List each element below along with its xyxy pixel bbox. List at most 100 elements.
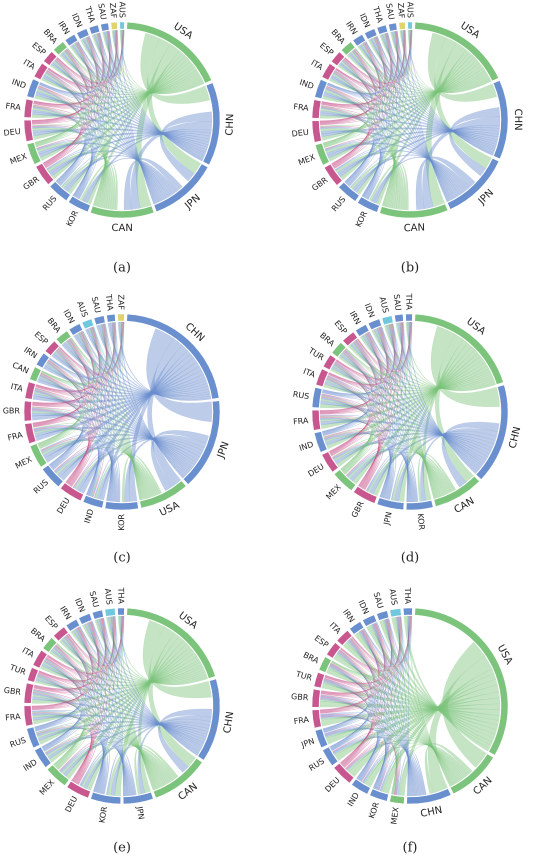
node-arc	[76, 28, 90, 40]
chord	[65, 341, 145, 500]
chord	[329, 323, 395, 453]
chord	[140, 32, 210, 104]
chord	[31, 409, 115, 502]
node-arc	[492, 80, 509, 160]
chord	[32, 711, 85, 769]
chord	[425, 42, 467, 208]
node-arc	[406, 788, 452, 805]
chord	[36, 675, 104, 794]
chord	[31, 412, 197, 466]
chord	[352, 341, 410, 503]
chord	[340, 54, 475, 181]
chord	[338, 63, 497, 149]
chord	[37, 327, 100, 445]
chord	[37, 727, 169, 785]
chord	[42, 31, 110, 164]
panel-caption: (f)	[403, 841, 418, 856]
chord	[346, 448, 395, 500]
node-label: MEX	[9, 152, 29, 167]
chord	[87, 328, 187, 476]
chord	[73, 43, 99, 197]
node-arc	[126, 313, 220, 400]
chord	[35, 677, 205, 745]
chord	[319, 29, 412, 122]
chord	[124, 435, 207, 503]
chord	[341, 333, 384, 471]
node-arc	[42, 464, 64, 487]
chord	[320, 418, 414, 503]
node-label: IDN	[61, 308, 76, 325]
chord	[325, 615, 411, 684]
node-arc	[405, 500, 434, 511]
chord	[340, 616, 400, 764]
node-label: ESP	[43, 614, 60, 631]
node-label: TUR	[8, 663, 28, 677]
chord	[32, 692, 105, 794]
chord	[102, 31, 204, 94]
node-label: IDN	[358, 12, 372, 29]
chord	[37, 323, 107, 445]
chord	[33, 427, 100, 497]
chord	[339, 615, 410, 764]
chord	[73, 31, 111, 197]
chord	[38, 615, 124, 681]
chord	[75, 333, 189, 475]
chord	[31, 409, 99, 497]
chord	[323, 86, 368, 147]
chord	[333, 72, 376, 185]
chord	[320, 629, 379, 695]
node-arc	[313, 431, 328, 453]
chord	[32, 323, 107, 404]
chord	[331, 42, 381, 166]
chord	[329, 664, 374, 766]
node-arc	[66, 780, 91, 799]
chord	[33, 61, 194, 140]
chord	[380, 324, 399, 498]
chord	[319, 30, 405, 122]
chord	[37, 673, 82, 751]
chord	[86, 639, 187, 791]
chord	[55, 31, 110, 182]
chord	[34, 390, 114, 502]
chord	[359, 335, 494, 389]
chord	[98, 618, 125, 797]
chord	[33, 42, 93, 106]
chord	[322, 332, 382, 434]
chord	[319, 616, 401, 711]
chord	[94, 453, 160, 499]
chord	[406, 615, 410, 797]
chord	[365, 678, 498, 788]
chord	[336, 29, 406, 88]
chord	[359, 631, 398, 795]
chord	[336, 321, 412, 380]
chord	[370, 624, 411, 797]
chord	[34, 616, 114, 728]
chord	[324, 433, 415, 503]
node-arc	[60, 482, 84, 502]
chord	[347, 640, 397, 795]
chord	[323, 638, 375, 731]
chord	[337, 652, 397, 795]
chord	[47, 615, 124, 674]
chord	[134, 745, 179, 795]
chord	[32, 322, 115, 424]
chord	[58, 639, 205, 683]
node-arc	[29, 443, 48, 468]
chord	[41, 69, 199, 99]
node-arc	[331, 51, 345, 66]
chord	[44, 361, 200, 463]
chord	[37, 142, 172, 198]
chord	[338, 355, 492, 390]
chord	[43, 71, 84, 166]
chord	[86, 324, 110, 496]
node-label: JPN	[215, 440, 231, 460]
chord	[346, 743, 423, 796]
chord	[59, 743, 108, 795]
chord	[384, 619, 400, 795]
node-label: AUS	[103, 588, 114, 605]
chord	[46, 361, 91, 485]
chord	[147, 338, 183, 488]
chord	[337, 64, 487, 95]
chord	[398, 322, 436, 499]
node-arc	[338, 182, 360, 202]
